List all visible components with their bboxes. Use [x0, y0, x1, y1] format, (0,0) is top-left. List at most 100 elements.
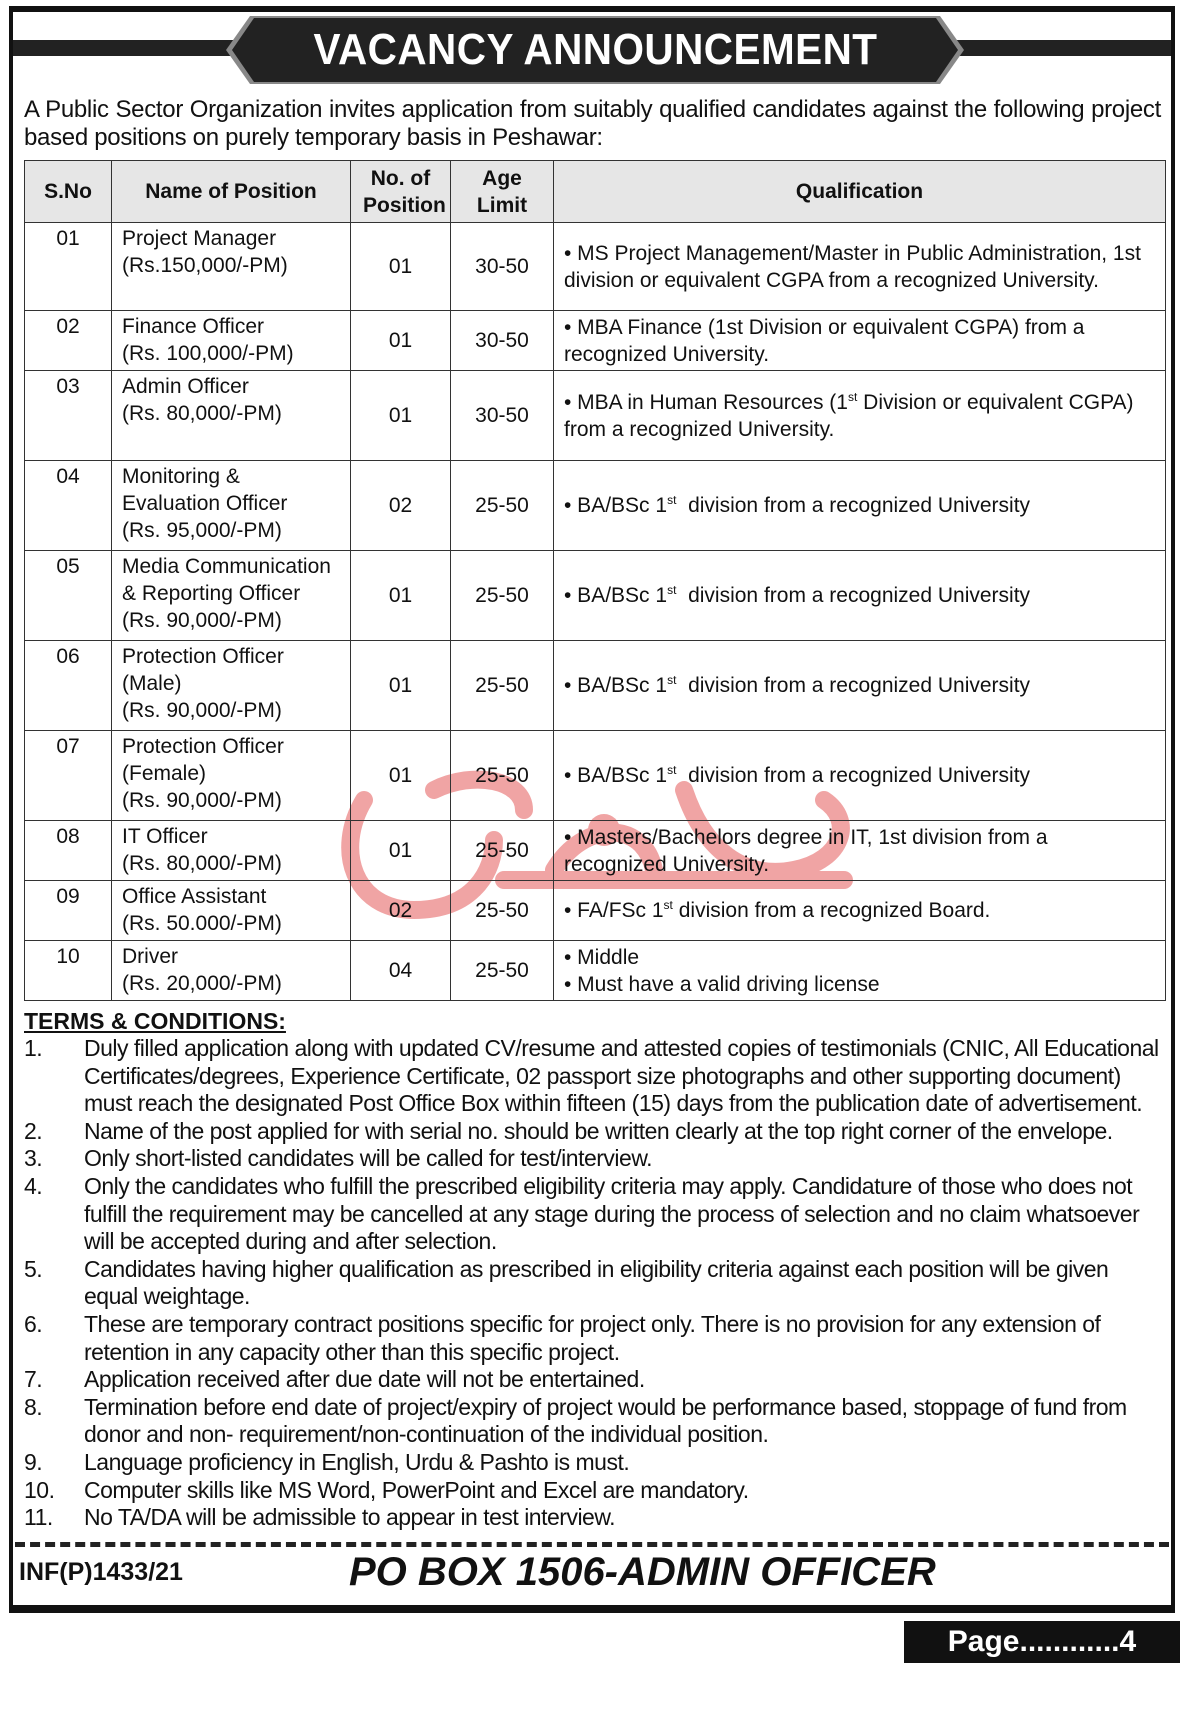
- position-name-line: Driver: [122, 945, 178, 968]
- position-name: Media Communication & Reporting Officer (R…: [111, 550, 351, 641]
- position-name-line: (Rs.150,000/-PM): [122, 254, 288, 277]
- position-name-line: (Rs. 50.000/-PM): [122, 912, 282, 935]
- position-name: Finance Officer (Rs. 100,000/-PM): [111, 310, 351, 371]
- position-name-line: (Rs. 80,000/-PM): [122, 402, 282, 425]
- term-item: 5. Candidates having higher qualification…: [24, 1256, 1163, 1311]
- term-item: 11. No TA/DA will be admissible to appear…: [24, 1504, 1163, 1532]
- qualification-text: Division or equivalent CGPA) from a reco…: [564, 390, 1140, 441]
- position-name-line: Project Manager: [122, 227, 277, 250]
- qualification-item: • BA/BSc 1st division from a recognized …: [564, 672, 1155, 699]
- table-row: 06 Protection Officer (Male) (Rs. 90,000/-P…: [24, 640, 1166, 731]
- table-row: 03 Admin Officer (Rs. 80,000/-PM) 01 30-50 • …: [24, 370, 1166, 461]
- ad-border: VACANCY ANNOUNCEMENT A Public Sector Org…: [9, 6, 1175, 1613]
- position-name-line: (Female): [122, 762, 207, 785]
- term-number: 4.: [24, 1172, 43, 1199]
- qualification: • MS Project Management/Master in Public…: [553, 222, 1166, 311]
- term-item: 3. Only short-listed candidates will be c…: [24, 1145, 1163, 1173]
- term-item: 4. Only the candidates who fulfill the pr…: [24, 1173, 1163, 1256]
- qualification: • MBA in Human Resources (1st Division o…: [553, 370, 1166, 461]
- po-box: PO BOX 1506-ADMIN OFFICER: [349, 1550, 936, 1595]
- table-row: 10 Driver (Rs. 20,000/-PM) 04 25-50 • Middle •…: [24, 940, 1166, 1001]
- term-text: Language proficiency in English, Urdu & …: [84, 1448, 630, 1475]
- position-name-line: (Rs. 80,000/-PM): [122, 852, 282, 875]
- position-name-line: Finance Officer: [122, 315, 265, 338]
- table-row: 02 Finance Officer (Rs. 100,000/-PM) 01 30-5…: [24, 310, 1166, 371]
- table-row: 01 Project Manager (Rs.150,000/-PM) 01 30-50…: [24, 222, 1166, 311]
- serial-number: 08: [24, 820, 112, 881]
- serial-number: 03: [24, 370, 112, 461]
- qualification: • FA/FSc 1st division from a recognized …: [553, 880, 1166, 941]
- position-name-line: Office Assistant: [122, 885, 267, 908]
- qualification-text: • FA/FSc 1: [564, 899, 664, 922]
- term-text: Only the candidates who fulfill the pres…: [84, 1172, 1140, 1255]
- age-limit: 25-50: [450, 880, 554, 941]
- column-header: S.No: [24, 160, 112, 223]
- qualification-text: • BA/BSc 1: [564, 764, 668, 787]
- age-limit: 30-50: [450, 310, 554, 371]
- age-limit: 25-50: [450, 940, 554, 1001]
- position-name-line: (Rs. 20,000/-PM): [122, 972, 282, 995]
- term-text: Duly filled application along with updat…: [84, 1035, 1159, 1117]
- position-name-line: (Rs. 90,000/-PM): [122, 699, 282, 722]
- qualification-text: • MBA in Human Resources (1: [564, 390, 848, 414]
- column-header: No. of Position: [350, 160, 451, 223]
- table-row: 04 Monitoring & Evaluation Officer (Rs. 95,…: [24, 460, 1166, 551]
- table-row: 05 Media Communication & Reporting Officer…: [24, 550, 1166, 641]
- qualification-text: division from a recognized University: [676, 584, 1031, 607]
- position-name: IT Officer (Rs. 80,000/-PM): [111, 820, 351, 881]
- term-text: Name of the post applied for with serial…: [84, 1117, 1113, 1144]
- position-name: Protection Officer (Female) (Rs. 90,000/-P…: [111, 730, 351, 821]
- term-number: 10.: [24, 1476, 55, 1503]
- qualification: • MBA Finance (1st Division or equivalen…: [553, 310, 1166, 371]
- position-name: Project Manager (Rs.150,000/-PM): [111, 222, 351, 311]
- page-number: Page............4: [904, 1620, 1180, 1663]
- qualification-text: • Middle: [564, 945, 640, 969]
- column-header: Qualification: [553, 160, 1166, 223]
- position-name-line: (Rs. 90,000/-PM): [122, 609, 282, 632]
- position-name-line: (Rs. 90,000/-PM): [122, 789, 282, 812]
- qualification-text: • MS Project Management/Master in Public…: [564, 241, 1141, 292]
- age-limit: 30-50: [450, 222, 554, 311]
- serial-number: 10: [24, 940, 112, 1001]
- qualification-item: • BA/BSc 1st division from a recognized …: [564, 492, 1155, 519]
- age-limit: 25-50: [450, 730, 554, 821]
- term-item: 7. Application received after due date wi…: [24, 1366, 1163, 1394]
- superscript: st: [667, 673, 677, 687]
- vacancy-table: S.No Name of Position No. of Position Age L…: [24, 160, 1166, 1001]
- position-name-line: Media Communication: [122, 555, 331, 578]
- table-row: 09 Office Assistant (Rs. 50.000/-PM) 02 25-5…: [24, 880, 1166, 941]
- dashed-divider: [15, 1541, 1169, 1547]
- term-item: 2. Name of the post applied for with seri…: [24, 1118, 1163, 1146]
- position-name-line: Protection Officer: [122, 645, 284, 668]
- page-title: VACANCY ANNOUNCEMENT: [313, 25, 877, 74]
- qualification-item: • MBA Finance (1st Division or equivalen…: [564, 314, 1155, 368]
- qualification-text: • BA/BSc 1: [564, 494, 668, 517]
- qualification: • BA/BSc 1st division from a recognized …: [553, 460, 1166, 551]
- qualification: • Middle • Must have a valid driving lice…: [553, 940, 1166, 1001]
- qualification-item: • Masters/Bachelors degree in IT, 1st di…: [564, 824, 1155, 878]
- position-count: 01: [350, 730, 451, 821]
- title-banner: VACANCY ANNOUNCEMENT: [232, 18, 958, 82]
- qualification-text: • BA/BSc 1: [564, 584, 668, 607]
- table-row: 07 Protection Officer (Female) (Rs. 90,000/…: [24, 730, 1166, 821]
- serial-number: 02: [24, 310, 112, 371]
- term-number: 1.: [24, 1035, 43, 1061]
- qualification: • BA/BSc 1st division from a recognized …: [553, 640, 1166, 731]
- table-row: 08 IT Officer (Rs. 80,000/-PM) 01 25-50 • Mas…: [24, 820, 1166, 881]
- position-name: Admin Officer (Rs. 80,000/-PM): [111, 370, 351, 461]
- qualification-text: • MBA Finance (1st Division or equivalen…: [564, 315, 1085, 366]
- table-wrapper: S.No Name of Position No. of Position Age L…: [24, 160, 1166, 1001]
- position-name-line: (Male): [122, 672, 182, 695]
- qualification-text: • BA/BSc 1: [564, 674, 668, 697]
- qualification: • BA/BSc 1st division from a recognized …: [553, 730, 1166, 821]
- qualification-item: • Middle: [564, 944, 1155, 971]
- qualification-item: • BA/BSc 1st division from a recognized …: [564, 762, 1155, 789]
- position-count: 01: [350, 640, 451, 731]
- position-count: 01: [350, 820, 451, 881]
- superscript: st: [663, 898, 673, 912]
- term-number: 6.: [24, 1310, 43, 1337]
- position-name-line: Admin Officer: [122, 375, 249, 398]
- position-count: 01: [350, 550, 451, 641]
- position-count: 02: [350, 880, 451, 941]
- qualification: • Masters/Bachelors degree in IT, 1st di…: [553, 820, 1166, 881]
